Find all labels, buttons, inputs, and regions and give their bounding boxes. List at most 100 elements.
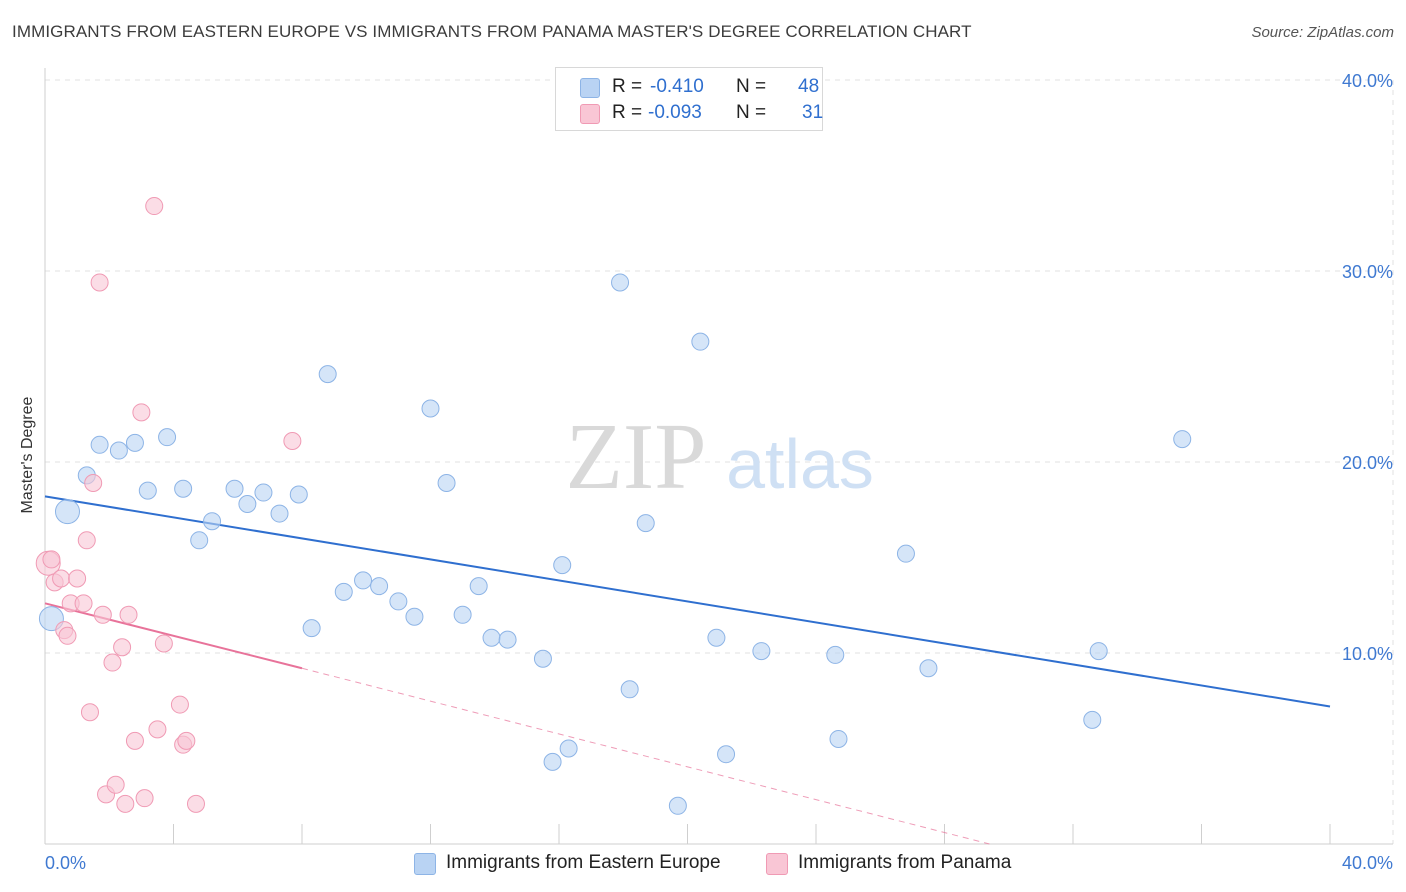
data-point-eastern-europe	[636, 514, 655, 533]
data-point-eastern-europe	[354, 571, 373, 590]
bottom-legend-label: Immigrants from Eastern Europe	[446, 852, 721, 873]
data-point-eastern-europe	[543, 752, 562, 771]
trend-line-panama-extension	[301, 667, 990, 845]
legend-n-label: N =	[736, 76, 767, 97]
y-tick-label: 20.0%	[1342, 453, 1393, 473]
data-point-eastern-europe	[482, 628, 501, 647]
data-point-eastern-europe	[437, 474, 456, 493]
data-point-eastern-europe	[203, 512, 222, 531]
chart-title: IMMIGRANTS FROM EASTERN EUROPE VS IMMIGR…	[12, 22, 972, 41]
data-point-panama	[116, 794, 135, 813]
data-point-panama	[77, 531, 96, 550]
trend-line-panama	[44, 602, 303, 670]
bottom-legend-swatch-blue	[414, 853, 436, 875]
data-point-eastern-europe	[90, 435, 109, 454]
data-point-panama	[90, 273, 109, 292]
data-point-panama	[170, 695, 189, 714]
data-point-eastern-europe	[611, 273, 630, 292]
data-point-eastern-europe	[158, 428, 177, 447]
source-credit: Source: ZipAtlas.com	[1251, 24, 1394, 41]
data-point-eastern-europe	[302, 619, 321, 638]
data-point-panama	[177, 731, 196, 750]
data-point-eastern-europe	[389, 592, 408, 611]
bottom-legend-swatch-pink	[766, 853, 788, 875]
tick-labels: 10.0% 20.0% 30.0% 40.0% 0.0% 40.0%	[45, 71, 1393, 873]
data-point-eastern-europe	[717, 745, 736, 764]
data-point-panama	[74, 594, 93, 613]
data-point-panama	[84, 474, 103, 493]
data-point-eastern-europe	[289, 485, 308, 504]
trend-line-eastern-europe	[44, 495, 1331, 708]
legend-n-value: 31	[802, 102, 824, 123]
data-point-eastern-europe	[370, 577, 389, 596]
y-tick-label: 40.0%	[1342, 71, 1393, 91]
data-point-eastern-europe	[190, 531, 209, 550]
legend-n-value: 48	[798, 76, 820, 97]
data-point-eastern-europe	[334, 582, 353, 601]
data-point-eastern-europe	[138, 481, 157, 500]
x-tick-label: 0.0%	[45, 853, 86, 873]
data-point-panama	[68, 569, 87, 588]
data-point-panama	[154, 634, 173, 653]
data-point-panama	[93, 605, 112, 624]
legend-r-label: R =	[612, 102, 643, 123]
gridlines	[45, 79, 1394, 844]
data-point-eastern-europe	[752, 642, 771, 661]
data-point-eastern-europe	[826, 645, 845, 664]
correlation-legend: R = -0.410 N = 48 R = -0.093 N = 31	[555, 67, 823, 131]
data-point-panama	[135, 789, 154, 808]
data-point-eastern-europe	[254, 483, 273, 502]
data-point-eastern-europe	[318, 365, 337, 384]
data-point-eastern-europe	[1173, 430, 1192, 449]
legend-n-label: N =	[736, 102, 767, 123]
watermark-atlas: atlas	[726, 425, 874, 503]
data-point-eastern-europe	[553, 556, 572, 575]
data-point-eastern-europe	[533, 649, 552, 668]
data-point-eastern-europe	[238, 495, 257, 514]
legend-r-value: -0.410	[650, 76, 704, 97]
data-point-eastern-europe	[405, 607, 424, 626]
data-point-panama	[80, 703, 99, 722]
data-point-eastern-europe	[1083, 710, 1102, 729]
bottom-legend-label: Immigrants from Panama	[798, 852, 1012, 873]
data-point-eastern-europe	[691, 332, 710, 351]
data-point-eastern-europe	[125, 433, 144, 452]
data-point-panama	[58, 626, 77, 645]
data-point-eastern-europe	[469, 577, 488, 596]
data-point-panama	[145, 197, 164, 216]
data-point-eastern-europe	[225, 479, 244, 498]
data-point-eastern-europe	[453, 605, 472, 624]
data-point-eastern-europe	[1089, 642, 1108, 661]
data-point-eastern-europe	[896, 544, 915, 563]
watermark: ZIP atlas	[566, 405, 874, 509]
data-point-eastern-europe	[829, 729, 848, 748]
data-point-eastern-europe	[620, 680, 639, 699]
data-point-panama	[106, 775, 125, 794]
data-point-eastern-europe	[707, 628, 726, 647]
data-point-panama	[42, 550, 61, 569]
y-tick-label: 30.0%	[1342, 262, 1393, 282]
data-point-eastern-europe	[174, 479, 193, 498]
data-point-panama	[148, 720, 167, 739]
legend-swatch-blue	[580, 78, 600, 98]
legend-swatch-pink	[580, 104, 600, 124]
data-point-eastern-europe	[270, 504, 289, 523]
y-tick-label: 10.0%	[1342, 644, 1393, 664]
data-point-eastern-europe	[54, 499, 80, 525]
data-point-panama	[103, 653, 122, 672]
data-point-eastern-europe	[668, 796, 687, 815]
data-point-panama	[119, 605, 138, 624]
legend-r-value: -0.093	[648, 102, 702, 123]
data-points	[35, 197, 1192, 815]
x-tick-label: 40.0%	[1342, 853, 1393, 873]
data-point-panama	[283, 431, 302, 450]
data-point-panama	[52, 569, 71, 588]
data-point-eastern-europe	[919, 659, 938, 678]
data-point-eastern-europe	[498, 630, 517, 649]
data-point-panama	[132, 403, 151, 422]
data-point-panama	[186, 794, 205, 813]
watermark-zip: ZIP	[566, 405, 707, 509]
data-point-panama	[113, 638, 132, 657]
axes	[44, 68, 1393, 845]
